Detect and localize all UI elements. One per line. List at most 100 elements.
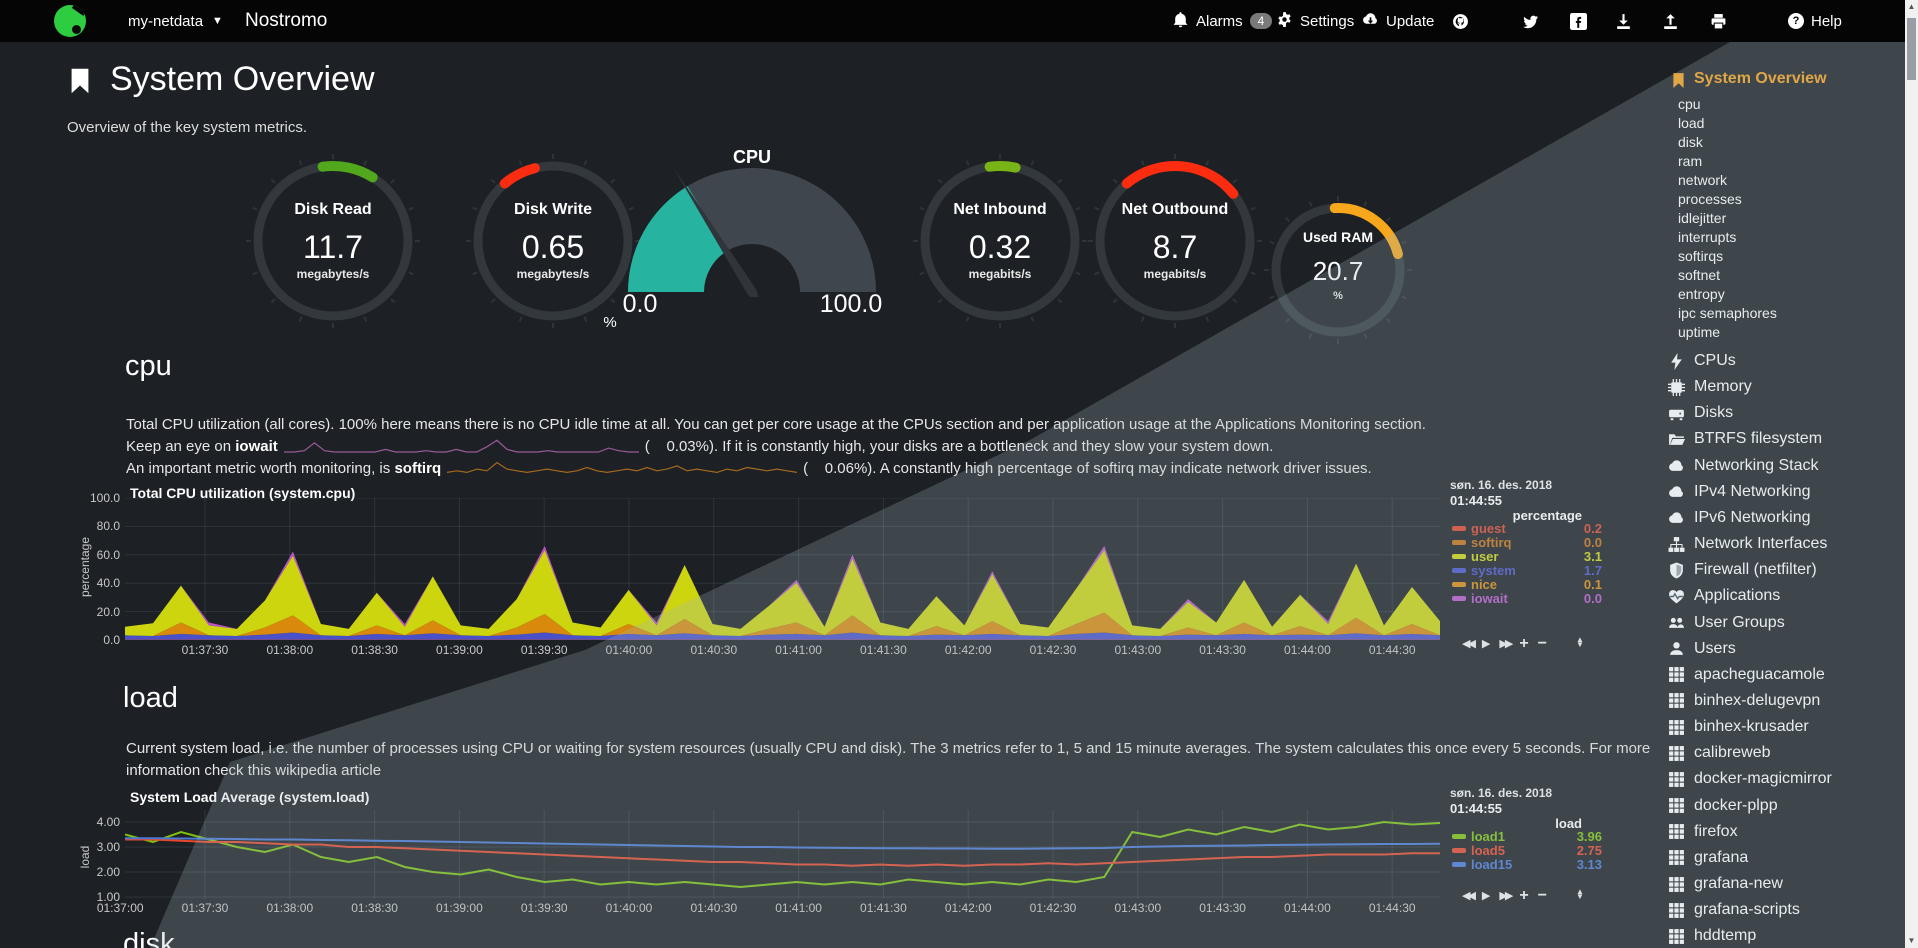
play-button[interactable]: ▶ bbox=[1481, 890, 1491, 902]
legend-row-iowait[interactable]: iowait 0.0 bbox=[1452, 591, 1602, 606]
cpu-chart-plot[interactable] bbox=[125, 497, 1440, 645]
help-button[interactable]: ? Help bbox=[1788, 0, 1842, 42]
gauge-used-ram[interactable] bbox=[1260, 192, 1416, 353]
sidebar-item-apacheguacamole[interactable]: apacheguacamole bbox=[1668, 666, 1825, 684]
sidebar-subitem-entropy[interactable]: entropy bbox=[1678, 286, 1725, 302]
sidebar-item-label: calibreweb bbox=[1694, 744, 1771, 762]
sidebar-item-binhex-delugevpn[interactable]: binhex-delugevpn bbox=[1668, 692, 1820, 710]
hostname-dropdown[interactable]: my-netdata ▼ bbox=[128, 0, 223, 42]
sidebar-item-ipv6-networking[interactable]: IPv6 Networking bbox=[1668, 509, 1811, 527]
caret-down-icon: ▼ bbox=[212, 15, 223, 27]
x-tick-label: 01:41:00 bbox=[775, 643, 822, 657]
x-tick-label: 01:38:30 bbox=[351, 901, 398, 915]
play-button[interactable]: ▶ bbox=[1481, 638, 1491, 650]
grid-icon bbox=[1668, 666, 1685, 683]
legend-row-user[interactable]: user 3.1 bbox=[1452, 549, 1602, 564]
x-tick-label: 01:39:00 bbox=[436, 643, 483, 657]
legend-series-name: softirq bbox=[1471, 535, 1512, 550]
gauge-disk_write-value: 0.65 bbox=[521, 228, 585, 265]
grid-icon bbox=[1668, 719, 1685, 736]
settings-button[interactable]: Settings bbox=[1276, 0, 1354, 42]
scrollbar-thumb[interactable] bbox=[1907, 18, 1916, 80]
sidebar-item-label: docker-magicmirror bbox=[1694, 770, 1832, 788]
scroll-up-arrow[interactable]: ▲ bbox=[1907, 2, 1916, 11]
sidebar-item-system-overview[interactable]: System Overview bbox=[1670, 70, 1827, 88]
gauge-net-inbound[interactable] bbox=[909, 150, 1091, 337]
user-icon bbox=[1668, 640, 1685, 657]
sidebar-subitem-cpu[interactable]: cpu bbox=[1678, 96, 1701, 112]
github-button[interactable] bbox=[1452, 0, 1469, 42]
sidebar-item-btrfs-filesystem[interactable]: BTRFS filesystem bbox=[1668, 430, 1822, 448]
zoom-out-button[interactable]: − bbox=[1537, 635, 1547, 652]
sidebar-item-networking-stack[interactable]: Networking Stack bbox=[1668, 457, 1819, 475]
sidebar-subitem-ipc-semaphores[interactable]: ipc semaphores bbox=[1678, 305, 1777, 321]
scroll-down-arrow[interactable]: ▼ bbox=[1907, 936, 1916, 945]
sidebar-item-users[interactable]: Users bbox=[1668, 640, 1736, 658]
zoom-out-button[interactable]: − bbox=[1537, 887, 1547, 904]
cpu-section-heading: cpu bbox=[125, 350, 172, 382]
sidebar-item-disks[interactable]: Disks bbox=[1668, 404, 1733, 422]
legend-row-guest[interactable]: guest 0.2 bbox=[1452, 521, 1602, 536]
update-button[interactable]: Update bbox=[1362, 0, 1434, 42]
download-button[interactable] bbox=[1615, 0, 1632, 42]
sidebar-subitem-idlejitter[interactable]: idlejitter bbox=[1678, 210, 1727, 226]
seek-forward-button[interactable]: ▶▶ bbox=[1499, 638, 1513, 650]
sidebar-item-binhex-krusader[interactable]: binhex-krusader bbox=[1668, 718, 1809, 736]
sidebar-item-applications[interactable]: Applications bbox=[1668, 587, 1780, 605]
upload-button[interactable] bbox=[1662, 0, 1679, 42]
sidebar-item-memory[interactable]: Memory bbox=[1668, 378, 1752, 396]
sidebar-subitem-load[interactable]: load bbox=[1678, 115, 1705, 131]
x-tick-label: 01:42:30 bbox=[1029, 643, 1077, 657]
page-scrollbar[interactable]: ▲ ▼ bbox=[1905, 0, 1918, 948]
sidebar-subitem-network[interactable]: network bbox=[1678, 172, 1728, 188]
cloud-icon bbox=[1668, 483, 1685, 500]
sidebar-subitem-disk[interactable]: disk bbox=[1678, 134, 1703, 150]
gauge-disk-read[interactable] bbox=[242, 150, 424, 337]
load-chart-resize-handle[interactable]: ▲ ▼ bbox=[1576, 887, 1584, 901]
sidebar-subitem-interrupts[interactable]: interrupts bbox=[1678, 229, 1737, 245]
sidebar-item-firefox[interactable]: firefox bbox=[1668, 823, 1738, 841]
sidebar-subitem-processes[interactable]: processes bbox=[1678, 191, 1742, 207]
seek-forward-button[interactable]: ▶▶ bbox=[1499, 890, 1513, 902]
alarms-button[interactable]: Alarms 4 bbox=[1172, 0, 1273, 42]
sidebar-item-ipv4-networking[interactable]: IPv4 Networking bbox=[1668, 483, 1811, 501]
sidebar-item-firewall-netfilter-[interactable]: Firewall (netfilter) bbox=[1668, 561, 1817, 579]
seek-backward-button[interactable]: ◀◀ bbox=[1462, 638, 1476, 650]
zoom-in-button[interactable]: + bbox=[1519, 635, 1529, 652]
legend-row-system[interactable]: system 1.7 bbox=[1452, 563, 1602, 578]
sidebar-item-hddtemp[interactable]: hddtemp bbox=[1668, 927, 1756, 945]
sidebar-item-grafana-new[interactable]: grafana-new bbox=[1668, 875, 1783, 893]
sidebar-subitem-softirqs[interactable]: softirqs bbox=[1678, 248, 1724, 264]
print-button[interactable] bbox=[1710, 0, 1727, 42]
zoom-in-button[interactable]: + bbox=[1519, 887, 1529, 904]
sidebar-subitem-ram[interactable]: ram bbox=[1678, 153, 1703, 169]
load-chart-plot[interactable] bbox=[119, 810, 1441, 904]
cpu-chart-resize-handle[interactable]: ▲ ▼ bbox=[1576, 635, 1584, 649]
cpu-chart-toolbar: ◀◀ ▶ ▶▶ + − bbox=[1462, 635, 1547, 652]
facebook-button[interactable] bbox=[1570, 0, 1587, 42]
sidebar-item-cpus[interactable]: CPUs bbox=[1668, 352, 1736, 370]
legend-row-load5[interactable]: load5 2.75 bbox=[1452, 843, 1602, 858]
y-tick-label: 3.00 bbox=[96, 840, 120, 854]
cpu-gauge[interactable] bbox=[620, 155, 884, 308]
sidebar-item-calibreweb[interactable]: calibreweb bbox=[1668, 744, 1770, 762]
legend-row-load1[interactable]: load1 3.96 bbox=[1452, 829, 1602, 844]
sidebar-item-user-groups[interactable]: User Groups bbox=[1668, 614, 1785, 632]
sidebar-item-network-interfaces[interactable]: Network Interfaces bbox=[1668, 535, 1827, 553]
sidebar-subitem-uptime[interactable]: uptime bbox=[1678, 324, 1721, 340]
twitter-button[interactable] bbox=[1522, 0, 1539, 42]
sidebar-subitem-softnet[interactable]: softnet bbox=[1678, 267, 1721, 283]
seek-backward-button[interactable]: ◀◀ bbox=[1462, 890, 1476, 902]
gauge-net-outbound[interactable] bbox=[1084, 150, 1266, 337]
sidebar-item-docker-plpp[interactable]: docker-plpp bbox=[1668, 797, 1778, 815]
gauge-disk_read-value: 11.7 bbox=[303, 228, 363, 265]
netdata-logo-icon[interactable] bbox=[54, 5, 86, 37]
sidebar-item-docker-magicmirror[interactable]: docker-magicmirror bbox=[1668, 770, 1832, 788]
sidebar-item-grafana-scripts[interactable]: grafana-scripts bbox=[1668, 901, 1800, 919]
gauge-disk-write[interactable] bbox=[462, 150, 644, 337]
legend-row-softirq[interactable]: softirq 0.0 bbox=[1452, 535, 1602, 550]
grid-icon bbox=[1668, 902, 1685, 919]
legend-row-nice[interactable]: nice 0.1 bbox=[1452, 577, 1602, 592]
sidebar-item-grafana[interactable]: grafana bbox=[1668, 849, 1748, 867]
legend-row-load15[interactable]: load15 3.13 bbox=[1452, 857, 1602, 872]
